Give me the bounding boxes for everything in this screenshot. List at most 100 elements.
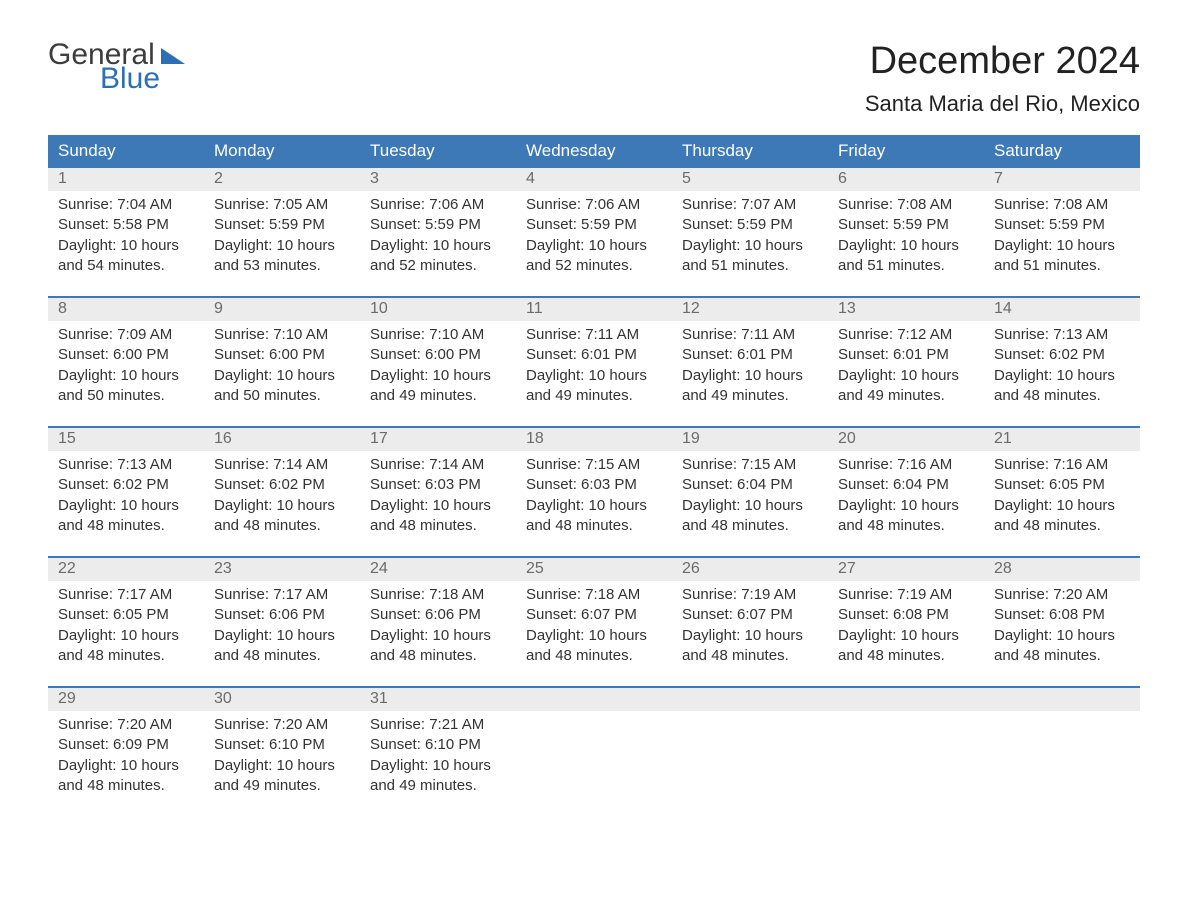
daylight2-text: and 48 minutes. [214, 516, 350, 536]
day-cell: Sunrise: 7:08 AMSunset: 5:59 PMDaylight:… [984, 191, 1140, 282]
daylight2-text: and 49 minutes. [526, 386, 662, 406]
daylight1-text: Daylight: 10 hours [58, 626, 194, 646]
sunrise-text: Sunrise: 7:08 AM [994, 195, 1130, 215]
day-cell: Sunrise: 7:19 AMSunset: 6:07 PMDaylight:… [672, 581, 828, 672]
day-cell: Sunrise: 7:05 AMSunset: 5:59 PMDaylight:… [204, 191, 360, 282]
day-cell: Sunrise: 7:04 AMSunset: 5:58 PMDaylight:… [48, 191, 204, 282]
daylight2-text: and 51 minutes. [838, 256, 974, 276]
daylight1-text: Daylight: 10 hours [682, 366, 818, 386]
sunset-text: Sunset: 6:00 PM [58, 345, 194, 365]
daylight2-text: and 52 minutes. [370, 256, 506, 276]
daylight1-text: Daylight: 10 hours [370, 366, 506, 386]
day-cell: Sunrise: 7:13 AMSunset: 6:02 PMDaylight:… [48, 451, 204, 542]
sunrise-text: Sunrise: 7:15 AM [682, 455, 818, 475]
daylight1-text: Daylight: 10 hours [526, 236, 662, 256]
day-number: 22 [48, 558, 204, 581]
daynum-row: 891011121314 [48, 298, 1140, 321]
daylight2-text: and 49 minutes. [682, 386, 818, 406]
day-number [984, 688, 1140, 711]
day-number: 10 [360, 298, 516, 321]
sunset-text: Sunset: 5:59 PM [370, 215, 506, 235]
calendar: SundayMondayTuesdayWednesdayThursdayFrid… [48, 135, 1140, 802]
day-cell [672, 711, 828, 802]
sunset-text: Sunset: 5:59 PM [214, 215, 350, 235]
day-cell: Sunrise: 7:14 AMSunset: 6:03 PMDaylight:… [360, 451, 516, 542]
daylight1-text: Daylight: 10 hours [370, 626, 506, 646]
calendar-week: 22232425262728Sunrise: 7:17 AMSunset: 6:… [48, 556, 1140, 672]
day-cell: Sunrise: 7:21 AMSunset: 6:10 PMDaylight:… [360, 711, 516, 802]
daylight2-text: and 49 minutes. [214, 776, 350, 796]
weekday-header: Saturday [984, 135, 1140, 168]
sunset-text: Sunset: 6:01 PM [526, 345, 662, 365]
daylight2-text: and 51 minutes. [682, 256, 818, 276]
daynum-row: 22232425262728 [48, 558, 1140, 581]
day-cell: Sunrise: 7:16 AMSunset: 6:05 PMDaylight:… [984, 451, 1140, 542]
day-cell: Sunrise: 7:17 AMSunset: 6:06 PMDaylight:… [204, 581, 360, 672]
sunset-text: Sunset: 6:06 PM [214, 605, 350, 625]
day-cell: Sunrise: 7:17 AMSunset: 6:05 PMDaylight:… [48, 581, 204, 672]
daylight2-text: and 52 minutes. [526, 256, 662, 276]
day-number: 19 [672, 428, 828, 451]
daylight1-text: Daylight: 10 hours [370, 496, 506, 516]
weekday-header: Wednesday [516, 135, 672, 168]
daylight2-text: and 48 minutes. [370, 646, 506, 666]
weekday-header: Sunday [48, 135, 204, 168]
daylight2-text: and 48 minutes. [682, 646, 818, 666]
sunrise-text: Sunrise: 7:19 AM [838, 585, 974, 605]
daylight2-text: and 48 minutes. [214, 646, 350, 666]
day-cell: Sunrise: 7:11 AMSunset: 6:01 PMDaylight:… [516, 321, 672, 412]
daynum-row: 293031 [48, 688, 1140, 711]
day-number: 11 [516, 298, 672, 321]
daylight2-text: and 53 minutes. [214, 256, 350, 276]
calendar-week: 891011121314Sunrise: 7:09 AMSunset: 6:00… [48, 296, 1140, 412]
day-cell: Sunrise: 7:15 AMSunset: 6:04 PMDaylight:… [672, 451, 828, 542]
day-cell: Sunrise: 7:13 AMSunset: 6:02 PMDaylight:… [984, 321, 1140, 412]
daylight1-text: Daylight: 10 hours [682, 626, 818, 646]
sunrise-text: Sunrise: 7:18 AM [370, 585, 506, 605]
sunset-text: Sunset: 6:08 PM [838, 605, 974, 625]
day-number: 25 [516, 558, 672, 581]
sunrise-text: Sunrise: 7:07 AM [682, 195, 818, 215]
sunset-text: Sunset: 6:02 PM [994, 345, 1130, 365]
day-number: 15 [48, 428, 204, 451]
day-cell: Sunrise: 7:14 AMSunset: 6:02 PMDaylight:… [204, 451, 360, 542]
day-number: 14 [984, 298, 1140, 321]
day-cell: Sunrise: 7:15 AMSunset: 6:03 PMDaylight:… [516, 451, 672, 542]
sunset-text: Sunset: 6:04 PM [682, 475, 818, 495]
daylight2-text: and 48 minutes. [838, 646, 974, 666]
daylight2-text: and 48 minutes. [838, 516, 974, 536]
day-cell [984, 711, 1140, 802]
daylight1-text: Daylight: 10 hours [838, 366, 974, 386]
sunrise-text: Sunrise: 7:13 AM [58, 455, 194, 475]
daylight1-text: Daylight: 10 hours [994, 366, 1130, 386]
sunrise-text: Sunrise: 7:11 AM [526, 325, 662, 345]
daylight2-text: and 49 minutes. [370, 386, 506, 406]
sunset-text: Sunset: 6:04 PM [838, 475, 974, 495]
sunset-text: Sunset: 6:05 PM [994, 475, 1130, 495]
day-number [516, 688, 672, 711]
day-number: 31 [360, 688, 516, 711]
sunset-text: Sunset: 6:01 PM [838, 345, 974, 365]
day-number: 17 [360, 428, 516, 451]
day-cell: Sunrise: 7:19 AMSunset: 6:08 PMDaylight:… [828, 581, 984, 672]
daylight2-text: and 54 minutes. [58, 256, 194, 276]
sunrise-text: Sunrise: 7:04 AM [58, 195, 194, 215]
day-cell: Sunrise: 7:06 AMSunset: 5:59 PMDaylight:… [516, 191, 672, 282]
daylight1-text: Daylight: 10 hours [526, 366, 662, 386]
sunrise-text: Sunrise: 7:11 AM [682, 325, 818, 345]
day-cell: Sunrise: 7:10 AMSunset: 6:00 PMDaylight:… [360, 321, 516, 412]
day-number: 29 [48, 688, 204, 711]
daylight2-text: and 50 minutes. [58, 386, 194, 406]
day-number: 24 [360, 558, 516, 581]
day-cell: Sunrise: 7:10 AMSunset: 6:00 PMDaylight:… [204, 321, 360, 412]
daylight1-text: Daylight: 10 hours [838, 626, 974, 646]
header: General Blue December 2024 Santa Maria d… [48, 40, 1140, 117]
daylight1-text: Daylight: 10 hours [682, 236, 818, 256]
daylight1-text: Daylight: 10 hours [370, 756, 506, 776]
day-cell [828, 711, 984, 802]
daylight1-text: Daylight: 10 hours [994, 626, 1130, 646]
sunrise-text: Sunrise: 7:12 AM [838, 325, 974, 345]
weekday-header-row: SundayMondayTuesdayWednesdayThursdayFrid… [48, 135, 1140, 168]
sunrise-text: Sunrise: 7:14 AM [214, 455, 350, 475]
weekday-header: Thursday [672, 135, 828, 168]
